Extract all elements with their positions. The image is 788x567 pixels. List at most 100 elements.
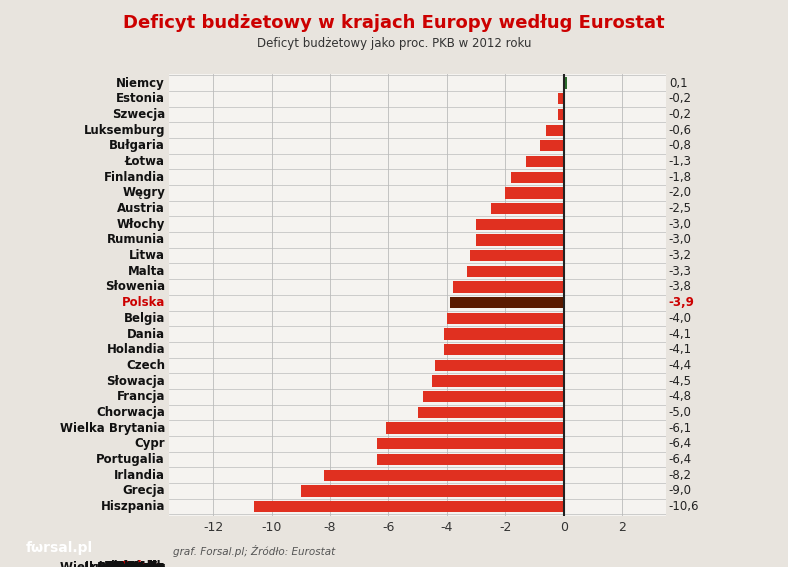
Bar	[467, 266, 563, 277]
Bar	[377, 438, 563, 450]
Text: Grecja: Grecja	[122, 484, 165, 497]
Text: -3,9: -3,9	[669, 296, 695, 309]
Bar	[558, 93, 563, 104]
Bar	[563, 78, 567, 89]
Bar	[476, 219, 563, 230]
Text: Litwa: Litwa	[129, 561, 165, 567]
Text: Luksemburg: Luksemburg	[84, 561, 165, 567]
Text: -9,0: -9,0	[669, 484, 692, 497]
Bar	[433, 375, 563, 387]
Text: -1,3: -1,3	[669, 155, 692, 168]
Text: Holandia: Holandia	[106, 343, 165, 356]
Text: Niemcy: Niemcy	[117, 561, 165, 567]
Text: Irlandia: Irlandia	[114, 469, 165, 482]
Text: -6,4: -6,4	[669, 453, 692, 466]
Text: Wielka Brytania: Wielka Brytania	[60, 561, 165, 567]
Text: Hiszpania: Hiszpania	[101, 561, 165, 567]
Text: Szwecja: Szwecja	[112, 108, 165, 121]
Text: graf. Forsal.pl; Źródło: Eurostat: graf. Forsal.pl; Źródło: Eurostat	[173, 545, 336, 557]
Bar	[447, 313, 563, 324]
Text: -4,1: -4,1	[669, 343, 692, 356]
Text: Niemcy: Niemcy	[117, 77, 165, 90]
Bar	[491, 203, 563, 214]
Text: Polska: Polska	[121, 296, 165, 309]
Bar	[470, 250, 563, 261]
Bar	[511, 172, 563, 183]
Text: Francja: Francja	[117, 390, 165, 403]
Bar	[423, 391, 563, 403]
Text: 0,1: 0,1	[669, 77, 687, 90]
Text: -2,0: -2,0	[669, 187, 692, 200]
Bar	[301, 485, 563, 497]
Text: Słowacja: Słowacja	[106, 375, 165, 388]
Text: Chorwacja: Chorwacja	[97, 561, 165, 567]
Text: -4,5: -4,5	[669, 375, 692, 388]
Text: -5,0: -5,0	[669, 406, 692, 419]
Text: -0,2: -0,2	[669, 92, 692, 105]
Text: Holandia: Holandia	[107, 561, 165, 567]
Text: Portugalia: Portugalia	[97, 561, 165, 567]
Text: Szwecja: Szwecja	[112, 561, 165, 567]
Text: -4,8: -4,8	[669, 390, 692, 403]
Bar	[452, 281, 563, 293]
Text: Dania: Dania	[128, 561, 165, 567]
Text: Rumunia: Rumunia	[107, 234, 165, 247]
Text: Czech: Czech	[127, 561, 165, 567]
Text: fωrsal.pl: fωrsal.pl	[25, 541, 93, 555]
Text: -8,2: -8,2	[669, 469, 692, 482]
Text: Węgry: Węgry	[122, 187, 165, 200]
Text: Słowenia: Słowenia	[106, 561, 165, 567]
Text: Estonia: Estonia	[116, 92, 165, 105]
Text: -0,2: -0,2	[669, 108, 692, 121]
Text: -2,5: -2,5	[669, 202, 692, 215]
Text: Grecja: Grecja	[123, 561, 165, 567]
Text: Irlandia: Irlandia	[114, 561, 165, 567]
Text: Chorwacja: Chorwacja	[96, 406, 165, 419]
Text: Wielka Brytania: Wielka Brytania	[60, 422, 165, 435]
Text: Bułgaria: Bułgaria	[110, 139, 165, 153]
Text: Łotwa: Łotwa	[125, 561, 165, 567]
Text: Malta: Malta	[128, 561, 165, 567]
Text: Polska: Polska	[122, 561, 165, 567]
Text: -3,0: -3,0	[669, 234, 692, 247]
Text: Austria: Austria	[117, 561, 165, 567]
Text: Cypr: Cypr	[135, 437, 165, 450]
Text: Austria: Austria	[117, 202, 165, 215]
Text: -6,1: -6,1	[669, 422, 692, 435]
Bar	[385, 422, 563, 434]
Bar	[377, 454, 563, 465]
Bar	[541, 140, 563, 151]
Bar	[254, 501, 563, 512]
Text: -4,1: -4,1	[669, 328, 692, 341]
Text: Słowacja: Słowacja	[106, 561, 165, 567]
Text: Luksemburg: Luksemburg	[84, 124, 165, 137]
Bar	[476, 234, 563, 246]
Text: -4,4: -4,4	[669, 359, 692, 372]
Text: Węgry: Węgry	[123, 561, 165, 567]
Text: Finlandia: Finlandia	[104, 561, 165, 567]
Text: -4,0: -4,0	[669, 312, 692, 325]
Text: Bułgaria: Bułgaria	[110, 561, 165, 567]
Text: -3,0: -3,0	[669, 218, 692, 231]
Bar	[505, 187, 563, 198]
Text: Cypr: Cypr	[135, 561, 165, 567]
Text: Łotwa: Łotwa	[125, 155, 165, 168]
Text: -3,8: -3,8	[669, 281, 692, 294]
Bar	[324, 469, 563, 481]
Text: Belgia: Belgia	[124, 561, 165, 567]
Text: Malta: Malta	[128, 265, 165, 278]
Text: Finlandia: Finlandia	[104, 171, 165, 184]
Text: Portugalia: Portugalia	[96, 453, 165, 466]
Bar	[418, 407, 563, 418]
Text: Dania: Dania	[127, 328, 165, 341]
Text: Deficyt budżetowy w krajach Europy według Eurostat: Deficyt budżetowy w krajach Europy wedłu…	[123, 14, 665, 32]
Text: Włochy: Włochy	[117, 218, 165, 231]
Text: Hiszpania: Hiszpania	[101, 500, 165, 513]
Text: Belgia: Belgia	[124, 312, 165, 325]
Text: Francja: Francja	[117, 561, 165, 567]
Text: -0,6: -0,6	[669, 124, 692, 137]
Text: Włochy: Włochy	[117, 561, 165, 567]
Text: -0,8: -0,8	[669, 139, 692, 153]
Text: Litwa: Litwa	[129, 249, 165, 262]
Text: -3,3: -3,3	[669, 265, 692, 278]
